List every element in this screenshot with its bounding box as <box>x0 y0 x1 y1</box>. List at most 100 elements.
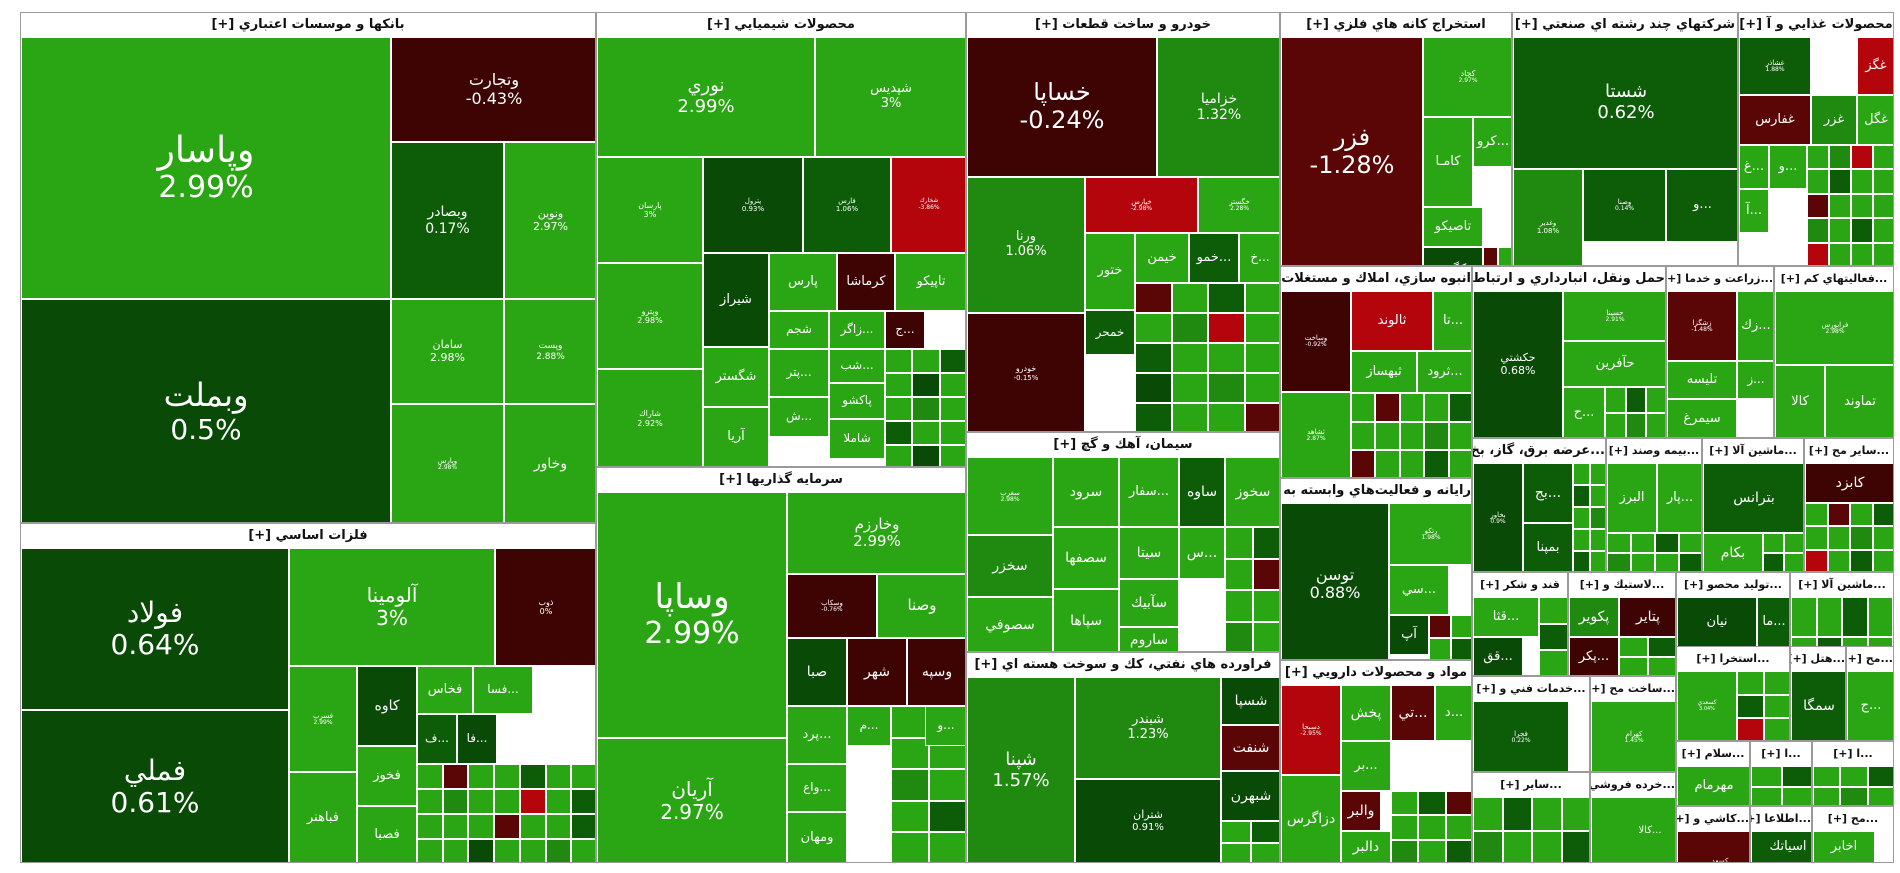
sector-title[interactable]: ...لاستيك و [+] <box>1569 573 1675 597</box>
stock-tile[interactable]: كرماشا <box>837 253 895 311</box>
stock-tile[interactable]: شنفت <box>1221 725 1279 771</box>
sector-32[interactable]: ...ساير [+] <box>1472 772 1590 863</box>
sector-title[interactable]: سيمان، آهك و گچ [+] <box>967 433 1279 457</box>
stock-tile[interactable]: فجرا 0.22% <box>1473 701 1569 771</box>
treemap-cell[interactable] <box>1840 766 1868 787</box>
stock-tile[interactable]: ...د <box>1435 685 1471 741</box>
treemap-cell[interactable] <box>1561 830 1589 862</box>
treemap-cell[interactable] <box>1251 842 1279 862</box>
treemap-cell[interactable] <box>1827 503 1850 527</box>
stock-tile[interactable]: ...سفار <box>1119 457 1179 527</box>
stock-tile[interactable]: فزر -1.28% <box>1281 37 1423 265</box>
treemap-cell[interactable] <box>1829 218 1851 243</box>
stock-tile[interactable]: كسعدي 3.04% <box>1677 671 1737 740</box>
stock-tile[interactable]: فسرب 2.99% <box>289 666 357 772</box>
sector-title[interactable]: ...ساير [+] <box>1473 773 1589 797</box>
stock-tile[interactable]: شبهرن <box>1221 771 1279 821</box>
stock-tile[interactable]: پترول 0.93% <box>703 157 803 253</box>
stock-tile[interactable]: توسن 0.88% <box>1281 503 1389 659</box>
stock-tile[interactable]: وصنا <box>877 574 965 638</box>
stock-tile[interactable]: تاپيكو <box>895 253 965 311</box>
sector-30[interactable]: ...ا [+] <box>1750 741 1812 806</box>
stock-tile[interactable]: وخارزم 2.99% <box>787 492 965 574</box>
stock-tile[interactable]: ...كالا <box>1591 797 1675 862</box>
stock-tile[interactable]: حآفرين <box>1563 341 1665 387</box>
treemap-cell[interactable] <box>1590 529 1605 551</box>
treemap-cell[interactable] <box>1829 193 1851 219</box>
treemap-cell[interactable] <box>1208 283 1245 313</box>
treemap-cell[interactable] <box>417 814 443 839</box>
stock-tile[interactable]: خزاميا 1.32% <box>1157 37 1279 177</box>
treemap-cell[interactable] <box>1473 797 1503 831</box>
stock-tile[interactable]: اخابر <box>1813 831 1875 862</box>
treemap-cell[interactable] <box>1625 387 1647 413</box>
treemap-cell[interactable] <box>1391 815 1419 840</box>
sector-1[interactable]: محصولات شيميايي [+] نوري 2.99% شپديس 3% پارسا… <box>596 12 966 467</box>
stock-tile[interactable]: ...تا <box>1433 291 1471 351</box>
stock-tile[interactable]: خمحر <box>1085 310 1135 355</box>
treemap-cell[interactable] <box>1764 671 1789 695</box>
treemap-cell[interactable] <box>1135 313 1172 343</box>
stock-tile[interactable]: ...م <box>847 706 891 746</box>
stock-tile[interactable]: آريان 2.97% <box>597 738 787 862</box>
sector-6[interactable]: انبوه سازي، املاك و مستغلات [+]وساخت-0.9… <box>1280 266 1472 478</box>
treemap-cell[interactable] <box>1502 797 1532 831</box>
treemap-cell[interactable] <box>1573 551 1590 571</box>
stock-tile[interactable]: فخوز <box>357 746 417 806</box>
treemap-cell[interactable] <box>1375 450 1400 477</box>
treemap-cell[interactable] <box>1607 553 1631 571</box>
sector-7[interactable]: حمل ونقل، انبارداري و ارتباط [+]...حكشتي… <box>1472 266 1666 438</box>
treemap-cell[interactable] <box>519 839 546 862</box>
treemap-cell[interactable] <box>1429 638 1451 659</box>
stock-tile[interactable]: پخش <box>1341 685 1391 741</box>
sector-title[interactable]: ...بيمه وصند [+] <box>1607 439 1701 463</box>
stock-tile[interactable]: وتجارت -0.43% <box>391 37 595 142</box>
stock-tile[interactable]: شبندر 1.23% <box>1075 677 1221 779</box>
treemap-cell[interactable] <box>417 764 443 789</box>
treemap-cell[interactable] <box>545 789 572 814</box>
stock-tile[interactable]: سخوز <box>1225 457 1279 527</box>
treemap-cell[interactable] <box>1445 815 1471 840</box>
sector-title[interactable]: بانکها و موسسات اعتباري [+] <box>21 13 595 37</box>
treemap-cell[interactable] <box>519 764 546 789</box>
sector-title[interactable]: ...ماشين آلا [+] <box>1703 439 1803 463</box>
sector-title[interactable]: قند و شكر [+] <box>1473 573 1567 597</box>
stock-tile[interactable]: سصفها <box>1053 527 1119 589</box>
stock-tile[interactable]: شخارك -3.86% <box>891 157 965 253</box>
treemap-cell[interactable] <box>1244 343 1279 373</box>
treemap-cell[interactable] <box>1813 786 1841 805</box>
treemap-cell[interactable] <box>1827 549 1850 571</box>
treemap-cell[interactable] <box>929 769 965 801</box>
sector-title[interactable]: ...زراعت و خدما [+] <box>1667 267 1773 291</box>
sector-2[interactable]: خودرو و ساخت قطعات [+] خساپا -0.24% خزاميا 1… <box>966 12 1280 432</box>
stock-tile[interactable]: كهرام 1.45% <box>1591 701 1675 771</box>
treemap-cell[interactable] <box>1605 413 1626 437</box>
sector-33[interactable]: ...خرده فروشي،با [+] ...كالا <box>1590 772 1676 863</box>
treemap-cell[interactable] <box>1807 145 1829 170</box>
treemap-cell[interactable] <box>1225 527 1253 559</box>
treemap-cell[interactable] <box>1135 403 1172 431</box>
stock-tile[interactable]: فملي 0.61% <box>21 710 289 862</box>
stock-tile[interactable]: ...پار <box>1657 463 1701 533</box>
treemap-cell[interactable] <box>1244 313 1279 343</box>
treemap-cell[interactable] <box>519 789 546 814</box>
treemap-cell[interactable] <box>1829 169 1851 194</box>
treemap-cell[interactable] <box>1646 413 1665 437</box>
stock-tile[interactable]: ...زك <box>1737 291 1773 361</box>
sector-10[interactable]: فلزات اساسي [+] فولاد 0.64% فملي 0.61% آلومين… <box>20 523 596 863</box>
stock-tile[interactable]: ...ح <box>1563 387 1605 437</box>
stock-tile[interactable]: حسينا 2.91% <box>1563 291 1665 341</box>
treemap-cell[interactable] <box>1391 791 1419 816</box>
treemap-cell[interactable] <box>1253 558 1279 590</box>
stock-tile[interactable]: تليسه <box>1667 361 1737 399</box>
stock-tile[interactable]: ...فسا <box>473 666 533 714</box>
treemap-cell[interactable] <box>1590 551 1605 571</box>
stock-tile[interactable]: بمپنا <box>1523 523 1573 571</box>
sector-title[interactable]: ...خدمات فني و [+] <box>1473 677 1589 701</box>
treemap-cell[interactable] <box>1867 766 1893 787</box>
treemap-cell[interactable] <box>1607 533 1631 553</box>
stock-tile[interactable]: بكام <box>1703 533 1763 571</box>
stock-tile[interactable]: ...و <box>1666 169 1737 242</box>
treemap-cell[interactable] <box>939 397 965 421</box>
stock-tile[interactable]: ثبهساز <box>1351 351 1417 393</box>
